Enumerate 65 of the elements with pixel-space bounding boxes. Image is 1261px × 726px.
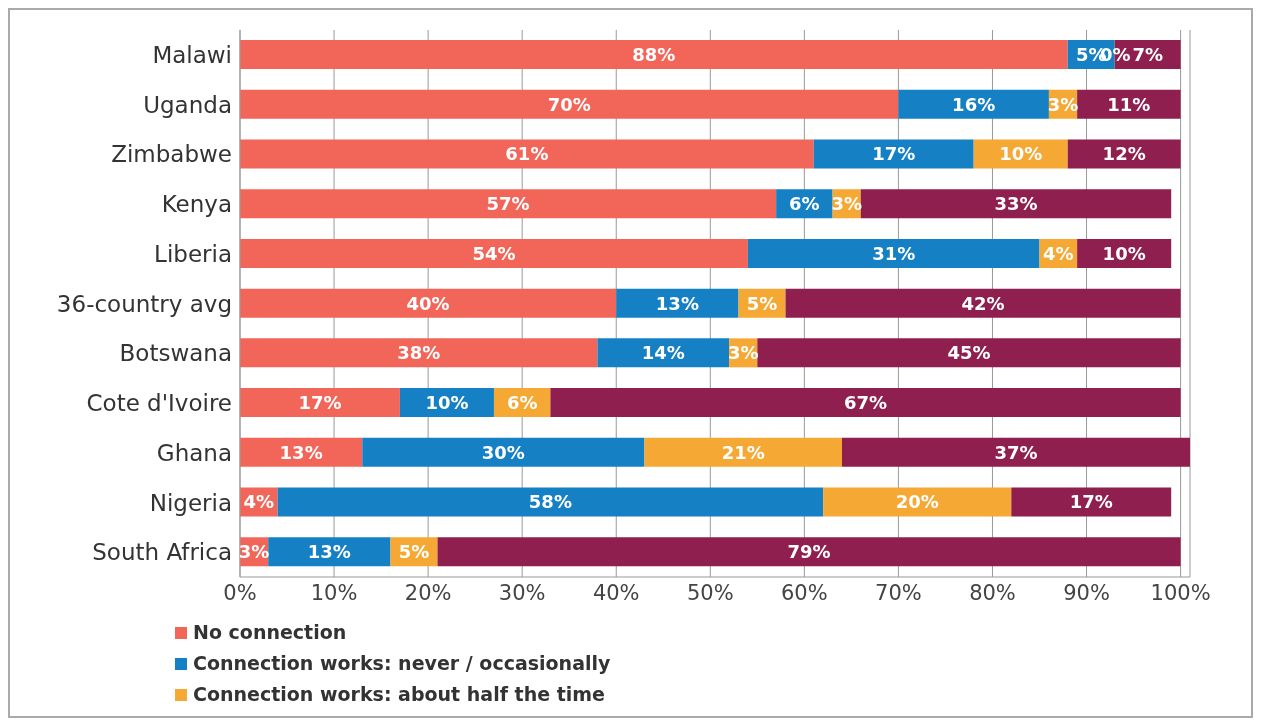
x-tick-label: 80% [969,580,1016,605]
data-label: 4% [1043,242,1074,264]
data-label: 45% [947,342,991,364]
legend-label: Connection works: about half the time [193,682,605,707]
data-label: 88% [632,43,676,65]
data-label: 13% [279,441,323,463]
data-label: 61% [505,143,549,165]
y-tick-label: Ghana [156,439,232,466]
y-tick-label: Malawi [152,42,232,69]
data-label: 13% [655,292,699,314]
data-label: 6% [506,391,538,413]
x-tick-label: 30% [498,580,546,605]
data-label: 10% [999,143,1043,165]
y-tick-label: South Africa [92,539,232,566]
y-tick-label: Liberia [154,240,232,267]
data-label: 6% [789,193,820,215]
x-tick-label: 60% [781,580,828,605]
data-label: 13% [307,541,351,563]
data-label: 67% [843,391,888,413]
y-tick-label: Kenya [161,191,232,218]
y-tick-label: Botswana [119,340,232,367]
data-label: 31% [872,242,916,264]
data-label: 14% [641,342,685,364]
legend-label: No connection [193,620,347,645]
data-label: 37% [994,441,1038,463]
y-tick-label: 36-country avg [56,290,232,317]
data-label: 10% [425,391,469,413]
data-label: 54% [472,242,516,264]
data-label: 11% [1107,93,1151,115]
data-label: 17% [1069,491,1113,513]
x-tick-label: 20% [404,580,452,605]
data-label: 58% [528,491,572,513]
y-tick-label: Cote d'Ivoire [86,390,232,417]
data-label: 38% [397,342,441,364]
data-label: 42% [961,292,1005,314]
data-label: 17% [872,143,916,165]
x-tick-label: 40% [592,580,640,605]
data-label: 7% [1132,43,1163,65]
data-label: 70% [547,93,591,115]
data-label: 5% [746,292,778,314]
data-label: 5% [398,541,430,563]
data-label: 30% [481,441,525,463]
data-label: 40% [406,292,450,314]
x-tick-label: 70% [875,580,922,605]
legend-label: Connection works: never / occasionally [193,651,611,676]
x-tick-label: 10% [310,580,358,605]
x-tick-label: 100% [1150,580,1211,605]
data-label: 57% [486,193,530,215]
data-label: 3% [1047,93,1079,115]
data-label: 10% [1102,242,1146,264]
x-tick-label: 90% [1063,580,1110,605]
data-label: 3% [727,342,759,364]
data-label: 33% [994,193,1038,215]
y-tick-label: Zimbabwe [111,141,232,168]
data-label: 20% [895,491,939,513]
x-tick-label: 50% [686,580,734,605]
data-label: 79% [787,541,831,563]
data-label: 21% [721,441,765,463]
x-tick-label: 0% [223,580,257,605]
data-label: 12% [1102,143,1146,165]
y-tick-label: Nigeria [149,489,232,516]
data-label: 17% [298,391,342,413]
data-label: 4% [243,491,275,513]
y-tick-label: Uganda [143,91,232,118]
data-label: 16% [952,93,996,115]
